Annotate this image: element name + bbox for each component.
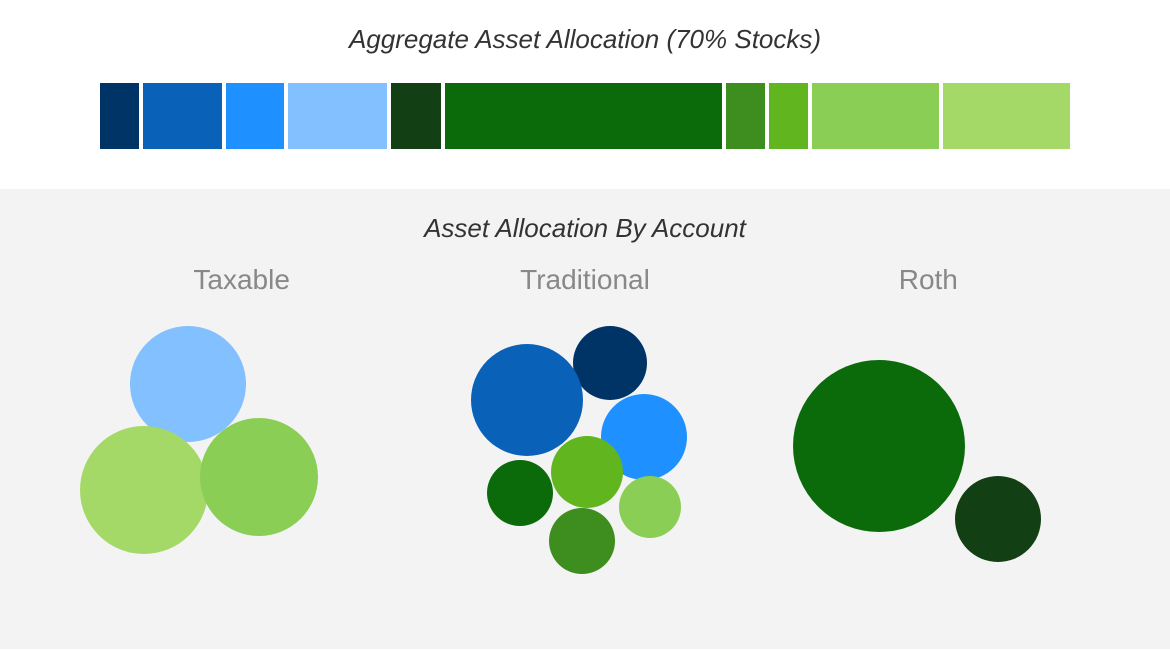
aggregate-title: Aggregate Asset Allocation (70% Stocks) bbox=[0, 24, 1170, 55]
aggregate-bar bbox=[100, 83, 1070, 149]
aggregate-segment bbox=[812, 83, 939, 149]
aggregate-segment bbox=[445, 83, 722, 149]
by-account-section: Asset Allocation By Account TaxableTradi… bbox=[0, 189, 1170, 649]
aggregate-segment bbox=[726, 83, 765, 149]
account-label: Taxable bbox=[70, 264, 413, 296]
allocation-bubble bbox=[793, 360, 965, 532]
allocation-bubble bbox=[130, 326, 246, 442]
allocation-bubble bbox=[487, 460, 553, 526]
account-column: Taxable bbox=[70, 264, 413, 608]
bubble-area bbox=[757, 308, 1100, 608]
aggregate-section: Aggregate Asset Allocation (70% Stocks) bbox=[0, 0, 1170, 189]
aggregate-segment bbox=[391, 83, 440, 149]
allocation-bubble bbox=[955, 476, 1041, 562]
allocation-bubble bbox=[551, 436, 623, 508]
allocation-bubble bbox=[573, 326, 647, 400]
account-column: Roth bbox=[757, 264, 1100, 608]
account-column: Traditional bbox=[413, 264, 756, 608]
aggregate-segment bbox=[143, 83, 221, 149]
aggregate-segment bbox=[769, 83, 808, 149]
bubble-area bbox=[413, 308, 756, 608]
allocation-bubble bbox=[549, 508, 615, 574]
by-account-title: Asset Allocation By Account bbox=[0, 213, 1170, 244]
bubble-area bbox=[70, 308, 413, 608]
allocation-bubble bbox=[471, 344, 583, 456]
aggregate-segment bbox=[288, 83, 387, 149]
aggregate-segment bbox=[100, 83, 139, 149]
allocation-bubble bbox=[200, 418, 318, 536]
allocation-bubble bbox=[80, 426, 208, 554]
aggregate-segment bbox=[226, 83, 285, 149]
accounts-row: TaxableTraditionalRoth bbox=[0, 264, 1170, 608]
aggregate-segment bbox=[943, 83, 1070, 149]
account-label: Traditional bbox=[413, 264, 756, 296]
account-label: Roth bbox=[757, 264, 1100, 296]
aggregate-bar-wrap bbox=[0, 83, 1170, 149]
allocation-bubble bbox=[619, 476, 681, 538]
